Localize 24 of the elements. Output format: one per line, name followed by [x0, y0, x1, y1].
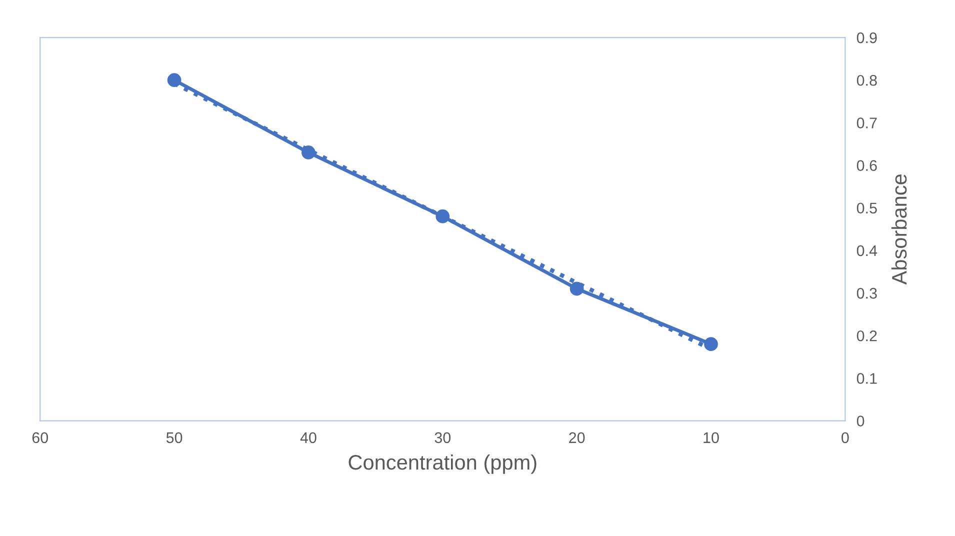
point: [167, 73, 182, 88]
y-tick-label: 0.9: [856, 32, 877, 44]
point: [302, 146, 316, 160]
y-tick-label: 0: [856, 416, 864, 426]
x-tick-label: 30: [434, 432, 451, 444]
point: [704, 337, 718, 352]
y-tick-label: 0.6: [856, 160, 877, 171]
x-tick-label: 60: [32, 432, 48, 444]
y-axis-title: Absorbance: [891, 174, 907, 285]
y-tick-label: 0.1: [856, 373, 877, 384]
y-tick-label: 0.2: [856, 330, 877, 342]
x-tick-label: 10: [704, 432, 719, 444]
y-tick-label: 0.5: [856, 202, 877, 214]
x-tick-label: 50: [166, 432, 182, 444]
point: [436, 209, 450, 224]
x-tick-label: 0: [842, 432, 849, 444]
x-axis-title: Concentration (ppm): [348, 454, 536, 474]
point: [570, 282, 584, 296]
y-tick-label: 0.8: [856, 74, 877, 86]
y-tick-label: 0.4: [856, 245, 878, 256]
y-tick-label: 0.3: [856, 288, 877, 299]
y-tick-label: 0.7: [856, 118, 877, 128]
x-tick-label: 20: [569, 432, 585, 444]
x-tick-label: 40: [300, 432, 316, 444]
